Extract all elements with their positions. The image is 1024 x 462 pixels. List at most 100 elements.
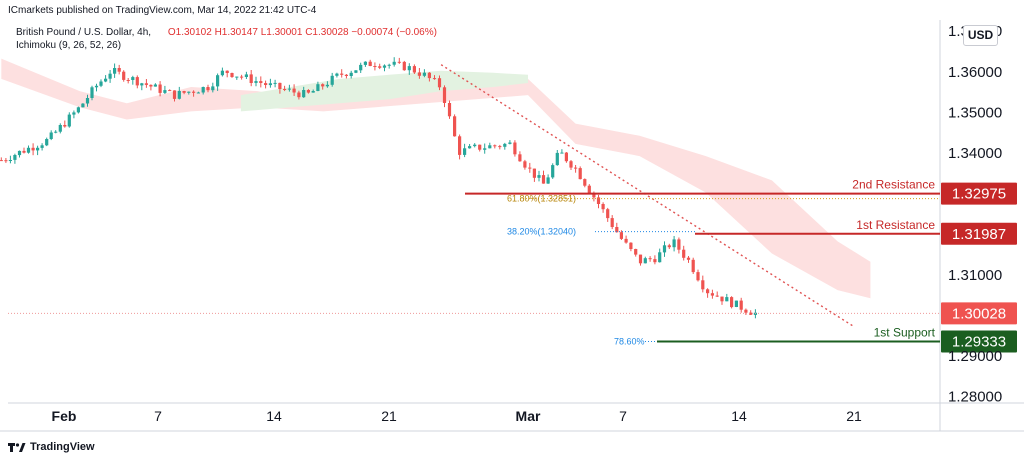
candle-body [268, 83, 272, 86]
candle-body [407, 66, 411, 71]
candle-body [335, 73, 339, 76]
candle-body [283, 89, 287, 90]
candle-body [672, 239, 676, 248]
candle-body [528, 167, 532, 169]
candle-body [113, 68, 117, 74]
candle-body [58, 125, 62, 132]
candle-body [478, 144, 482, 150]
y-tick-label: 1.35000 [948, 104, 1002, 121]
candle-body [4, 160, 8, 162]
candle-body [306, 90, 310, 93]
candle-body [596, 197, 601, 204]
candle-body [629, 242, 633, 249]
candle-body [653, 259, 657, 263]
candle-body [206, 87, 210, 91]
candle-body [387, 64, 391, 66]
candle-body [240, 76, 244, 78]
fib-786-label: 78.60% [614, 337, 645, 347]
candle-body [273, 82, 277, 84]
candle-body [302, 90, 306, 98]
candle-body [99, 81, 103, 86]
candle-body [749, 312, 753, 315]
candle-body [523, 161, 527, 168]
candle-body [254, 81, 258, 83]
tradingview-logo-icon [8, 443, 26, 452]
candle-body [54, 131, 58, 133]
candle-body [17, 150, 22, 156]
candle-body [13, 155, 17, 160]
second-resistance-label: 2nd Resistance [852, 178, 935, 192]
candle-body [131, 77, 135, 80]
candle-body [701, 280, 705, 290]
candle-body [458, 136, 462, 155]
candle-body [144, 83, 148, 85]
candle-body [710, 293, 714, 296]
candle-body [225, 70, 229, 73]
candle-body [493, 145, 497, 147]
y-tick-label: 1.36000 [948, 64, 1002, 81]
candle-body [667, 245, 671, 248]
candle-body [26, 147, 31, 153]
candle-body [392, 61, 396, 65]
first-support-price-text: 1.29333 [952, 334, 1006, 351]
candle-body [503, 143, 507, 147]
candle-body [658, 252, 662, 263]
candle-body [67, 114, 71, 127]
candle-body [744, 309, 748, 313]
candle-body [619, 232, 623, 239]
last-price-text: 1.30028 [952, 305, 1006, 322]
x-tick-label: 7 [154, 408, 162, 424]
candle-body [104, 78, 108, 82]
candle-body [168, 90, 172, 92]
candle-body [85, 98, 90, 104]
candle-body [81, 103, 85, 108]
candle-body [473, 144, 477, 147]
candle-body [551, 165, 555, 178]
candle-body [363, 61, 367, 65]
candle-body [244, 74, 248, 77]
candle-body [447, 103, 452, 117]
second-resistance-price-text: 1.32975 [952, 186, 1006, 203]
y-tick-label: 1.28000 [948, 389, 1002, 406]
candle-body [537, 175, 541, 178]
candle-body [513, 142, 517, 155]
first-support-label: 1st Support [874, 326, 936, 340]
candle-body [483, 148, 487, 150]
candle-body [715, 295, 719, 297]
x-tick-label: 7 [619, 408, 627, 424]
last-price-tag [941, 302, 1017, 325]
candle-body [278, 82, 282, 89]
candle-body [397, 61, 401, 63]
candle-body [569, 161, 573, 168]
currency-button[interactable]: USD [963, 25, 998, 46]
candle-body [541, 175, 546, 184]
ichimoku-bullish-cloud [240, 70, 528, 112]
candle-body [583, 179, 587, 186]
descending-trendline [440, 64, 855, 328]
candle-body [696, 272, 700, 281]
candle-body [634, 249, 638, 255]
first-support-price-tag [941, 330, 1017, 353]
candle-body [686, 257, 691, 260]
candle-body [76, 107, 80, 113]
candle-body [72, 112, 76, 115]
candle-body [94, 85, 99, 88]
y-tick-label: 1.29000 [948, 348, 1002, 365]
candle-body [382, 65, 387, 68]
candle-body [177, 91, 181, 99]
y-tick-label: 1.31000 [948, 267, 1002, 284]
candle-body [192, 91, 196, 93]
candle-body [330, 75, 334, 85]
candle-body [90, 87, 94, 98]
candle-body [45, 139, 49, 146]
candle-body [677, 239, 681, 250]
candle-body [662, 245, 667, 253]
candle-body [216, 75, 220, 87]
candle-body [297, 92, 301, 98]
candle-body [592, 193, 596, 198]
candle-body [578, 168, 582, 180]
candle-body [63, 125, 67, 127]
first-resistance-price-text: 1.31987 [952, 226, 1006, 243]
candle-body [368, 61, 372, 66]
